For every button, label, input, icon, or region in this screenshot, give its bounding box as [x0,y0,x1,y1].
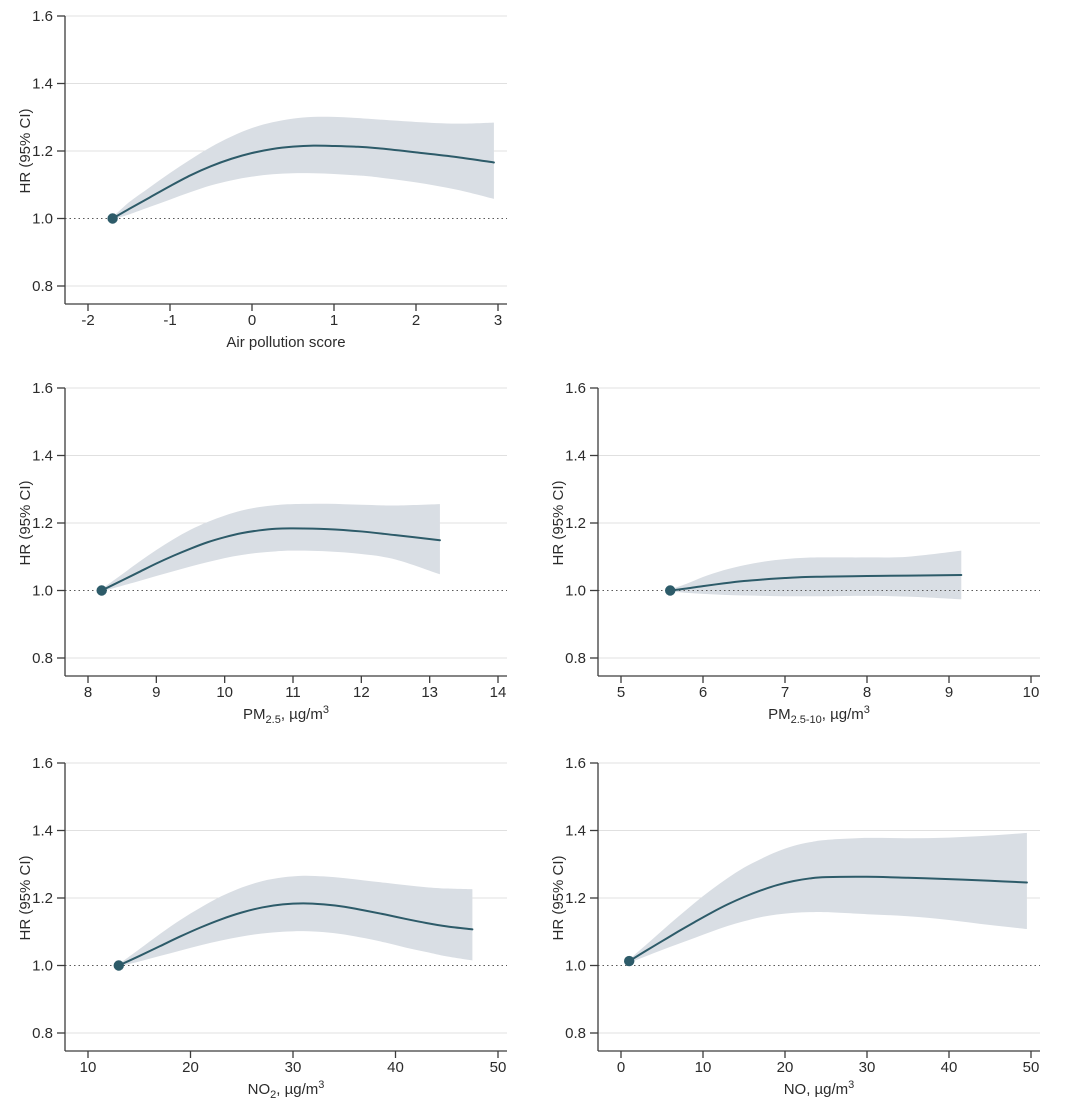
y-tick-label: 1.0 [32,583,53,600]
chart-air-pollution-score: 1.6 1.4 1.2 1.0 0.8 -2 -1 0 1 2 3 HR (95% CI) Air po… [17,8,507,351]
y-axis-label: HR (95% CI) [17,480,34,565]
reference-point [113,960,124,971]
panel-pm25-10: 1.6 1.4 1.2 1.0 0.8 5 6 7 8 9 10 HR (95% CI) PM2.5-1… [533,372,1065,730]
y-axis-label: HR (95% CI) [550,855,567,940]
chart-no: 1.6 1.4 1.2 1.0 0.8 0 10 20 30 40 50 HR (95% CI) NO,… [550,755,1040,1098]
x-tick-label: 0 [617,1059,625,1076]
y-tick-label: 1.2 [565,515,586,532]
x-axis-label: Air pollution score [226,334,345,351]
x-tick-label: 40 [941,1059,958,1076]
x-tick-label: 9 [152,684,160,701]
ci-band [670,550,962,600]
x-tick-label: 30 [285,1059,302,1076]
x-tick-label: 20 [182,1059,199,1076]
x-axis-label: NO2, µg/m3 [248,1079,325,1101]
x-tick-label: 2 [412,312,420,329]
y-tick-label: 1.4 [565,448,586,465]
y-tick-label: 0.8 [565,1025,586,1042]
hr-curve [111,144,495,220]
reference-point [624,955,635,967]
x-tick-label: 50 [490,1059,507,1076]
reference-point [665,585,676,596]
x-axis-label: PM2.5, µg/m3 [243,704,329,726]
y-tick-label: 1.6 [565,755,586,772]
x-tick-label: -1 [163,312,176,329]
x-tick-label: 3 [494,312,502,329]
y-tick-label: 1.4 [565,823,586,840]
y-tick-label: 1.6 [32,380,53,397]
x-axis-label: NO, µg/m3 [784,1079,855,1098]
x-tick-label: 1 [330,312,338,329]
chart-pm25: 1.6 1.4 1.2 1.0 0.8 8 9 10 11 12 13 14 HR (95% CI) PM… [17,380,507,726]
chart-pm25-10: 1.6 1.4 1.2 1.0 0.8 5 6 7 8 9 10 HR (95% CI) PM2.5-1… [550,380,1040,726]
x-tick-label: 12 [353,684,370,701]
y-tick-label: 1.2 [32,890,53,907]
x-tick-label: 14 [490,684,507,701]
y-axis-label: HR (95% CI) [17,855,34,940]
chart-no2: 1.6 1.4 1.2 1.0 0.8 10 20 30 40 50 HR (95% CI) NO2,… [17,755,507,1101]
y-axis-label: HR (95% CI) [17,108,34,193]
ci-band [118,875,473,967]
y-tick-label: 1.2 [32,143,53,160]
ci-band [629,832,1027,963]
hr-curve [628,875,1028,963]
y-tick-label: 0.8 [32,1025,53,1042]
y-axis-label: HR (95% CI) [550,480,567,565]
x-tick-label: 8 [84,684,92,701]
y-tick-label: 1.0 [565,958,586,975]
panel-no: 1.6 1.4 1.2 1.0 0.8 0 10 20 30 40 50 HR (95% CI) NO,… [533,747,1065,1105]
y-tick-label: 1.6 [32,8,53,25]
x-tick-label: 20 [777,1059,794,1076]
x-tick-label: 0 [248,312,256,329]
y-tick-label: 0.8 [565,650,586,667]
ci-band [101,503,440,592]
y-tick-label: 1.4 [32,76,53,93]
x-tick-label: 50 [1023,1059,1040,1076]
hr-curve [117,902,474,967]
y-tick-label: 1.4 [32,823,53,840]
y-tick-label: 1.2 [565,890,586,907]
x-tick-label: 8 [863,684,871,701]
y-tick-label: 0.8 [32,278,53,295]
y-tick-label: 1.6 [32,755,53,772]
reference-point [107,213,118,224]
ci-band [112,116,494,220]
x-tick-label: 10 [216,684,233,701]
panel-pm25: 1.6 1.4 1.2 1.0 0.8 8 9 10 11 12 13 14 HR (95% CI) PM… [0,372,532,730]
y-tick-label: 1.0 [32,211,53,228]
x-tick-label: 30 [859,1059,876,1076]
x-tick-label: 5 [617,684,625,701]
x-tick-label: 6 [699,684,707,701]
y-tick-label: 1.0 [565,583,586,600]
y-tick-label: 1.4 [32,448,53,465]
y-tick-label: 1.2 [32,515,53,532]
x-tick-label: 10 [80,1059,97,1076]
x-axis-label: PM2.5-10, µg/m3 [768,704,870,726]
y-tick-label: 1.6 [565,380,586,397]
x-tick-label: 10 [695,1059,712,1076]
reference-point [96,585,107,596]
y-tick-label: 0.8 [32,650,53,667]
x-tick-label: 10 [1023,684,1040,701]
x-tick-label: 40 [387,1059,404,1076]
x-tick-label: 11 [285,684,301,701]
hr-curve [100,527,441,592]
x-tick-label: -2 [81,312,94,329]
hr-curve [669,573,963,592]
x-tick-label: 13 [421,684,438,701]
x-tick-label: 7 [781,684,789,701]
panel-no2: 1.6 1.4 1.2 1.0 0.8 10 20 30 40 50 HR (95% CI) NO2,… [0,747,532,1105]
panel-air-pollution-score: 1.6 1.4 1.2 1.0 0.8 -2 -1 0 1 2 3 HR (95% CI) Air po… [0,0,532,358]
y-tick-label: 1.0 [32,958,53,975]
x-tick-label: 9 [945,684,953,701]
